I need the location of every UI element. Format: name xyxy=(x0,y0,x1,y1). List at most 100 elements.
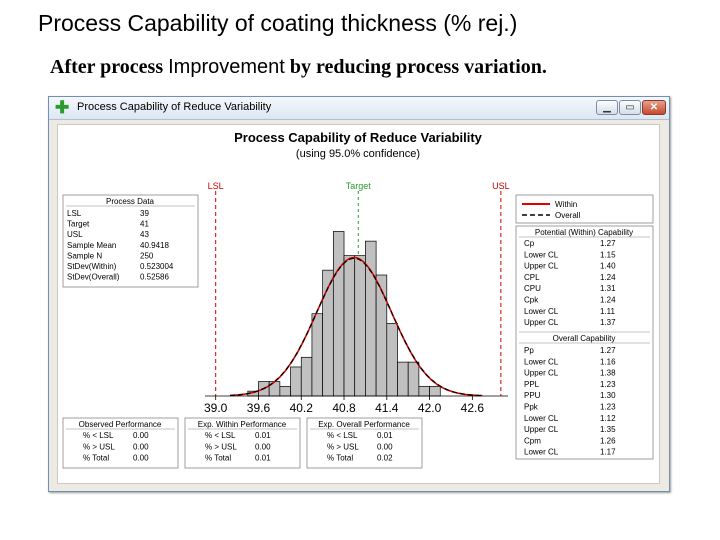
overall-row-label: Lower CL xyxy=(524,357,559,366)
histogram-bar xyxy=(300,356,313,397)
overall-row-label: Lower CL xyxy=(524,448,559,457)
overall-row-value: 1.27 xyxy=(600,346,616,355)
window-titlebar[interactable]: ✚ Process Capability of Reduce Variabili… xyxy=(49,97,669,120)
plus-icon: ✚ xyxy=(55,98,70,117)
performance-box: Exp. Within Performance % < LSL 0.01 % > US… xyxy=(184,417,301,469)
performance-label: % < LSL xyxy=(205,431,236,440)
process-data-box: Process Data LSL 39 Target 41 USL 43 Sample Me… xyxy=(62,194,199,288)
potential-capability-header: Potential (Within) Capability xyxy=(535,228,633,237)
x-tick-label: 42.0 xyxy=(418,401,442,415)
overall-capability-rows: Pp 1.27 Lower CL 1.16 Upper CL 1.38 PPL 1.23 PPU… xyxy=(524,346,616,457)
histogram-bars xyxy=(247,231,441,397)
slide-title: Process Capability of coating thickness … xyxy=(38,10,518,36)
performance-label: % Total xyxy=(327,454,353,463)
legend: Within Overall xyxy=(515,194,654,224)
histogram-bar xyxy=(332,231,345,397)
performance-box: Exp. Overall Performance % < LSL 0.01 % > U… xyxy=(306,417,423,469)
overall-capability-header: Overall Capability xyxy=(553,334,616,343)
legend-within-label: Within xyxy=(555,200,577,209)
performance-label: % < LSL xyxy=(83,431,114,440)
target-label: Target xyxy=(346,181,372,191)
histogram-bar xyxy=(397,361,409,397)
potential-row-label: Lower CL xyxy=(524,250,559,259)
graph-title: Process Capability of Reduce Variability xyxy=(234,130,483,145)
histogram-bar xyxy=(290,366,302,397)
potential-row-label: Upper CL xyxy=(524,262,559,271)
capability-graph: Process Capability of Reduce Variability… xyxy=(57,124,660,484)
performance-value: 0.02 xyxy=(377,454,393,463)
close-button[interactable]: ✕ xyxy=(642,100,666,115)
performance-frame xyxy=(306,417,423,469)
overall-row-label: Upper CL xyxy=(524,425,559,434)
process-data-row-value: 39 xyxy=(140,209,149,218)
overall-row-value: 1.17 xyxy=(600,448,616,457)
maximize-button[interactable]: ▭ xyxy=(619,100,641,115)
minimize-icon: ▁ xyxy=(603,102,611,113)
process-data-header: Process Data xyxy=(106,197,155,206)
x-tick-label: 40.8 xyxy=(332,401,356,415)
legend-overall-label: Overall xyxy=(555,211,581,220)
performance-value: 0.01 xyxy=(255,431,271,440)
process-data-row-label: LSL xyxy=(67,209,82,218)
lsl-label: LSL xyxy=(208,181,224,191)
process-data-row-value: 40.9418 xyxy=(140,241,169,250)
overall-row-label: PPL xyxy=(524,380,540,389)
process-data-row-value: 250 xyxy=(140,251,154,260)
performance-label: % > USL xyxy=(327,442,359,451)
process-data-row-label: StDev(Within) xyxy=(67,262,117,271)
overall-row-value: 1.16 xyxy=(600,357,616,366)
performance-value: 0.00 xyxy=(133,454,149,463)
potential-row-value: 1.15 xyxy=(600,250,616,259)
process-data-row-label: USL xyxy=(67,230,83,239)
potential-capability-rows: Cp 1.27 Lower CL 1.15 Upper CL 1.40 CPL 1.24 CPU… xyxy=(524,239,616,327)
performance-header: Observed Performance xyxy=(79,420,162,429)
performance-header: Exp. Overall Performance xyxy=(318,420,410,429)
x-tick-label: 41.4 xyxy=(375,401,399,415)
performance-value: 0.00 xyxy=(377,442,393,451)
potential-row-label: Lower CL xyxy=(524,307,559,316)
histogram-bar xyxy=(407,361,420,397)
legend-frame xyxy=(515,194,654,224)
subtitle-part-3: by reducing process variation. xyxy=(284,56,547,78)
overall-row-value: 1.12 xyxy=(600,414,616,423)
overall-row-label: PPU xyxy=(524,391,541,400)
overall-row-label: Lower CL xyxy=(524,414,559,423)
minimize-button[interactable]: ▁ xyxy=(596,100,618,115)
x-tick-label: 39.0 xyxy=(204,401,228,415)
x-tick-label: 40.2 xyxy=(290,401,314,415)
process-data-row-value: 0.523004 xyxy=(140,262,174,271)
overall-row-label: Upper CL xyxy=(524,369,559,378)
histogram-bar xyxy=(386,323,398,397)
histogram-bar xyxy=(418,385,430,397)
maximize-icon: ▭ xyxy=(625,102,635,113)
overall-row-value: 1.35 xyxy=(600,425,616,434)
potential-row-value: 1.37 xyxy=(600,318,616,327)
histogram-bar xyxy=(311,313,323,397)
capability-graph-svg: Process Capability of Reduce Variability… xyxy=(62,130,654,469)
potential-row-value: 1.27 xyxy=(600,239,616,248)
histogram-bar xyxy=(365,240,377,397)
normal-curves xyxy=(229,256,483,397)
performance-frame xyxy=(62,417,179,469)
process-data-row-value: 0.52586 xyxy=(140,273,169,282)
potential-row-label: CPU xyxy=(524,284,541,293)
overall-curve xyxy=(230,257,483,397)
process-data-row-label: StDev(Overall) xyxy=(67,273,120,282)
overall-row-value: 1.23 xyxy=(600,403,616,412)
performance-label: % Total xyxy=(205,454,231,463)
overall-row-value: 1.38 xyxy=(600,369,616,378)
process-data-row-label: Target xyxy=(67,220,90,229)
process-data-row-value: 43 xyxy=(140,230,149,239)
histogram-bar xyxy=(354,255,366,397)
overall-row-label: Cpm xyxy=(524,436,541,445)
potential-row-label: Cp xyxy=(524,239,535,248)
process-data-rows: LSL 39 Target 41 USL 43 Sample Mean 40.9418 Samp… xyxy=(67,209,174,282)
subtitle-improvement: Improvement xyxy=(168,56,285,78)
performance-boxes: Observed Performance % < LSL 0.00 % > USL 0.… xyxy=(62,417,423,469)
performance-value: 0.01 xyxy=(255,454,271,463)
overall-row-value: 1.23 xyxy=(600,380,616,389)
potential-row-label: Upper CL xyxy=(524,318,559,327)
capability-box: Potential (Within) Capability Cp 1.27 Lowe… xyxy=(515,225,654,460)
potential-row-value: 1.11 xyxy=(600,307,616,316)
overall-row-label: Ppk xyxy=(524,403,539,412)
